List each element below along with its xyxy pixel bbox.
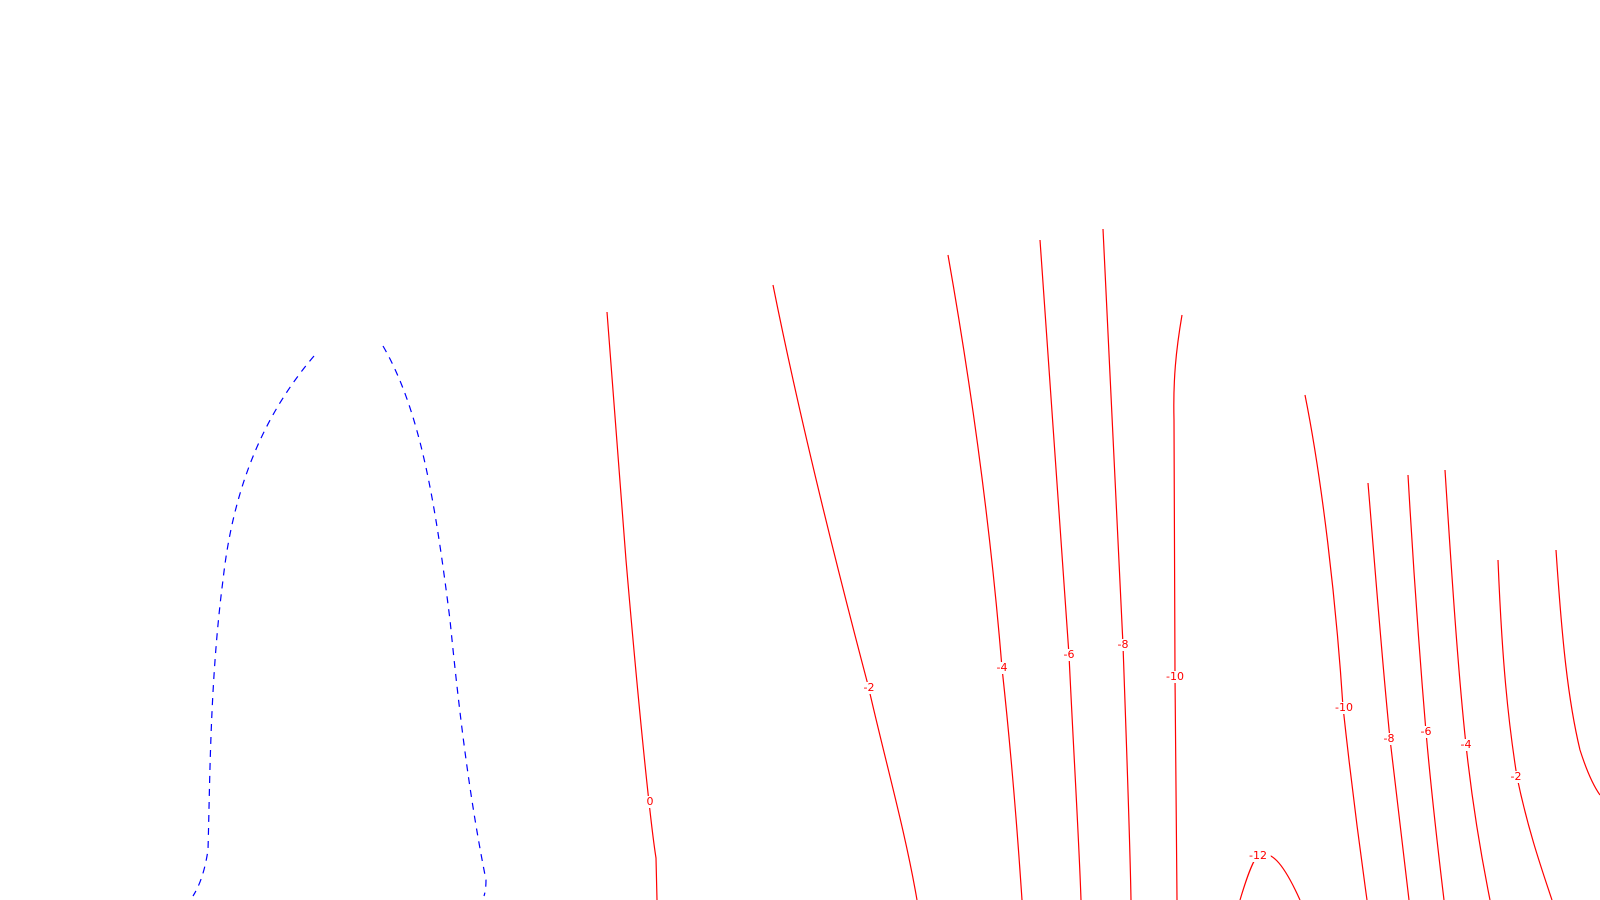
contour-lines xyxy=(192,228,1600,900)
contour-label: 0 xyxy=(647,795,654,808)
contour-line-c0b xyxy=(1555,549,1600,796)
contour-line-cm10a xyxy=(1173,314,1183,900)
contour-label-gap xyxy=(992,662,1012,674)
contour-label-gap xyxy=(1113,639,1133,651)
contour-label-gap xyxy=(1059,649,1079,661)
contour-label: -10 xyxy=(1335,701,1353,714)
contour-line-cm6a xyxy=(1039,239,1082,900)
contour-line-neg-left xyxy=(192,355,315,897)
contour-label-gap xyxy=(1416,726,1436,738)
contour-label-gap xyxy=(1456,739,1476,751)
contour-labels: 0 -2 -4 -6 -8 -10 -12 -10 -8 -6 -4 -2 xyxy=(643,638,1526,862)
contour-label-gap xyxy=(1379,733,1399,745)
contour-label: -4 xyxy=(1461,738,1472,751)
contour-line-cm2a xyxy=(772,284,918,900)
contour-label: -8 xyxy=(1118,638,1129,651)
contour-line-cm2b xyxy=(1497,559,1553,900)
contour-label: -2 xyxy=(864,681,875,694)
contour-label: -2 xyxy=(1511,770,1522,783)
contour-line-cm4b xyxy=(1444,469,1491,900)
contour-label: -10 xyxy=(1166,670,1184,683)
contour-label: -8 xyxy=(1384,732,1395,745)
contour-label-gap xyxy=(1506,771,1526,783)
contour-line-cm4a xyxy=(947,254,1023,900)
contour-line-cm8b xyxy=(1367,482,1410,900)
contour-label-gap xyxy=(859,682,879,694)
contour-label-gap xyxy=(643,796,657,808)
contour-label-gap xyxy=(1162,671,1188,683)
contour-label-gap xyxy=(1245,850,1271,862)
contour-line-cm8a xyxy=(1102,228,1132,900)
contour-label-gap xyxy=(1331,702,1357,714)
contour-line-c0 xyxy=(606,311,658,900)
contour-label: -6 xyxy=(1064,648,1075,661)
contour-line-cm6b xyxy=(1407,474,1445,900)
contour-line-neg-right xyxy=(382,345,487,897)
contour-label: -4 xyxy=(997,661,1008,674)
contour-label: -6 xyxy=(1421,725,1432,738)
contour-label: -12 xyxy=(1249,849,1267,862)
contour-line-cm10b xyxy=(1304,394,1368,900)
